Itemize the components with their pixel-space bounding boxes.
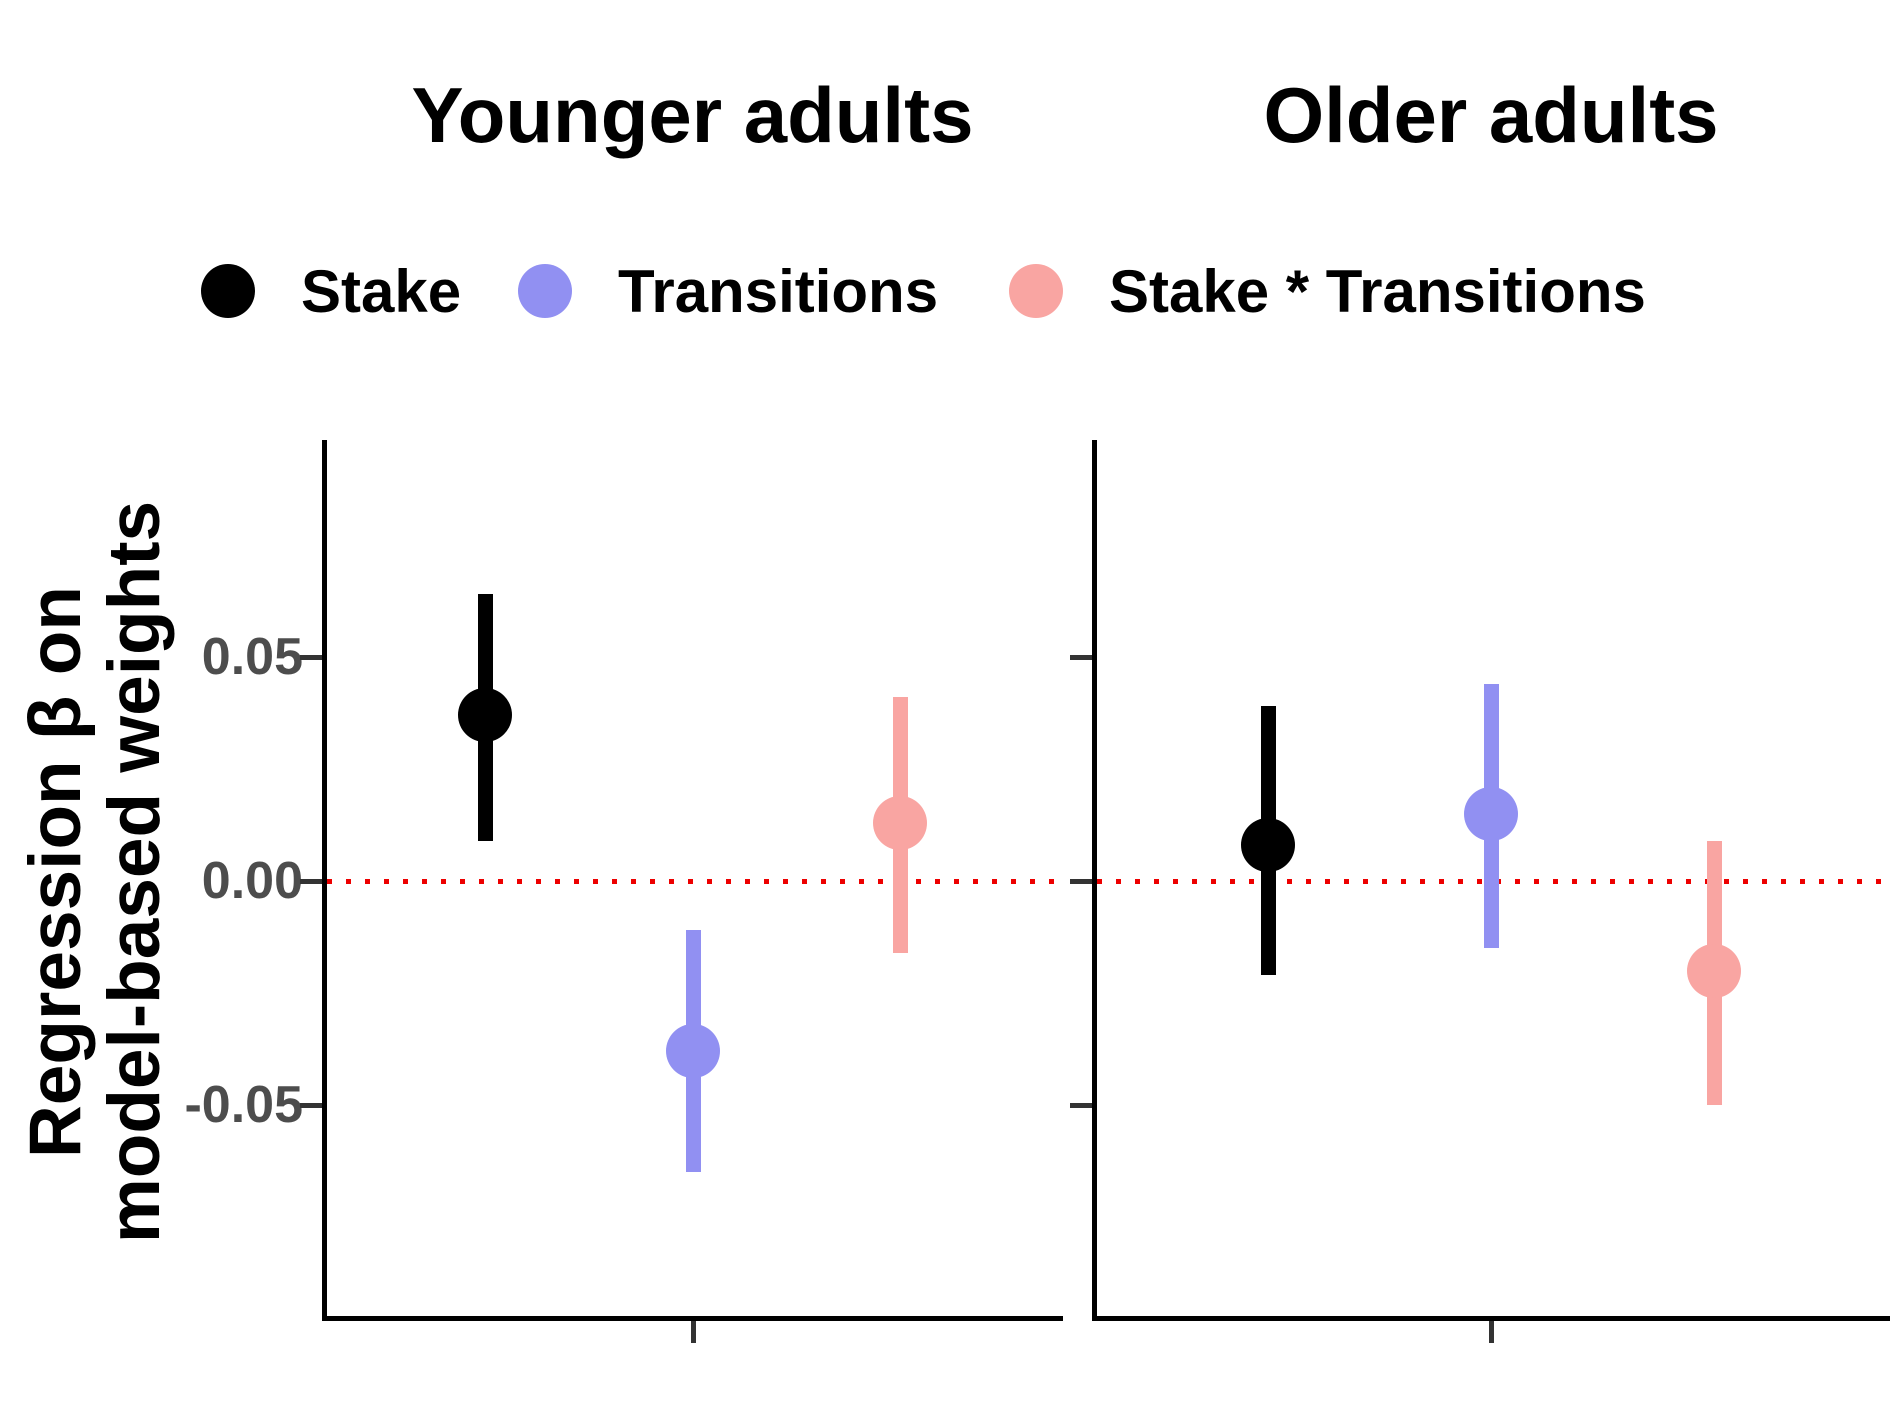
point-marker [1687, 943, 1742, 998]
legend-label: Stake [301, 257, 462, 325]
y-tick-mark [1070, 655, 1092, 660]
y-tick-label: 0.00 [201, 852, 303, 910]
zero-reference-line [327, 879, 1063, 884]
legend-item-transitions: Transitions [518, 258, 938, 325]
stake-x-transitions-legend-dot-icon [1009, 264, 1063, 318]
x-tick-mark [690, 1321, 696, 1343]
legend-label: Stake * Transitions [1109, 257, 1646, 325]
point-marker [1240, 818, 1295, 873]
point-marker [872, 795, 927, 850]
panel-title-younger-adults: Younger adults [411, 71, 974, 159]
panel-x-axis [1092, 1316, 1890, 1321]
y-tick-label: 0.05 [201, 628, 303, 686]
y-tick-label: -0.05 [184, 1076, 303, 1134]
stake-legend-dot-icon [201, 264, 255, 318]
transitions-legend-dot-icon [518, 264, 572, 318]
point-marker [665, 1024, 720, 1079]
y-axis-title-line1: Regression β on [15, 586, 96, 1158]
legend-item-stake-x-transitions: Stake * Transitions [1009, 258, 1646, 325]
y-tick-mark [1070, 1103, 1092, 1108]
point-marker [458, 688, 513, 743]
y-tick-mark [300, 879, 322, 884]
legend-item-stake: Stake [201, 258, 461, 325]
y-tick-mark [1070, 879, 1092, 884]
legend-label: Transitions [618, 257, 939, 325]
panel-y-axis [1092, 440, 1097, 1321]
panel-title-older-adults: Older adults [1263, 71, 1719, 159]
point-marker [1464, 786, 1518, 841]
y-tick-mark [300, 655, 322, 660]
x-tick-mark [1489, 1321, 1494, 1343]
panel-x-axis [322, 1316, 1063, 1321]
panel-y-axis [322, 440, 327, 1321]
y-tick-mark [300, 1103, 322, 1108]
